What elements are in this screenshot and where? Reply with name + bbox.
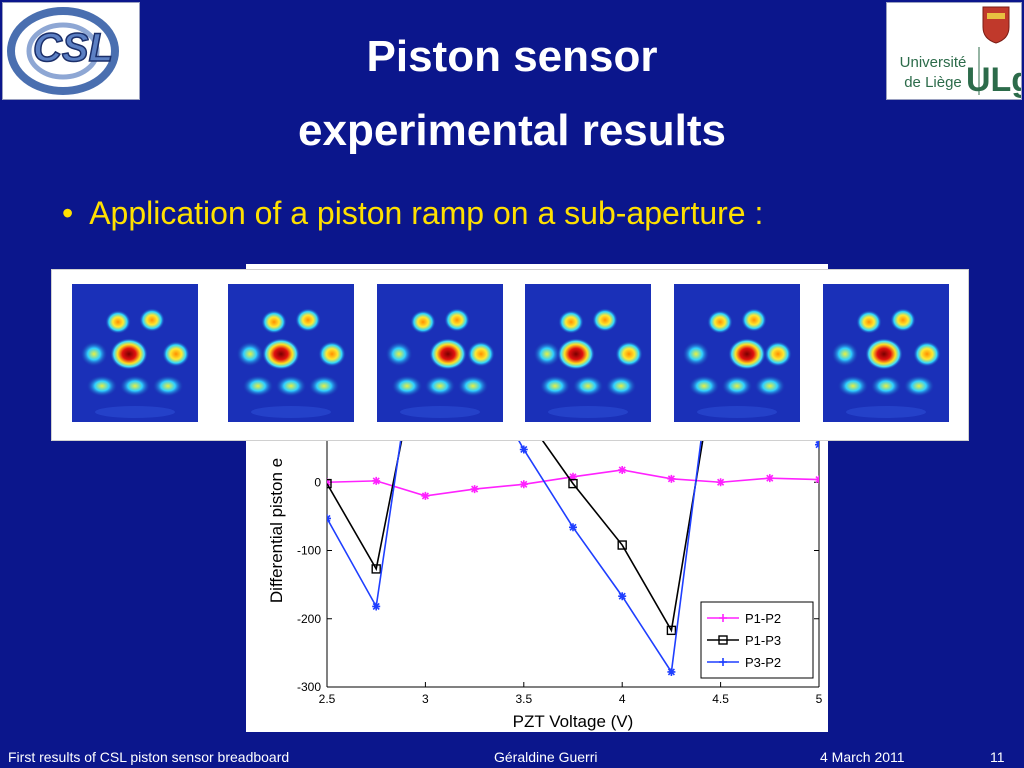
- footer-presentation-title: First results of CSL piston sensor bread…: [8, 749, 290, 765]
- data-point: [716, 478, 725, 487]
- data-point: [667, 667, 676, 676]
- data-point: [568, 478, 578, 489]
- data-point: [815, 475, 819, 484]
- interference-pattern-image: [674, 284, 800, 422]
- data-point: [569, 523, 577, 532]
- psf-pattern: [823, 284, 949, 422]
- bullet-text: Application of a piston ramp on a sub-ap…: [89, 195, 764, 231]
- x-axis-label: PZT Voltage (V): [513, 712, 634, 731]
- slide-title-line1: Piston sensor: [366, 32, 658, 81]
- x-tick-label: 4: [619, 692, 626, 706]
- legend-marker: [719, 614, 727, 622]
- data-point: [372, 602, 381, 611]
- y-tick-label: 0: [314, 475, 321, 489]
- x-tick-label: 5: [816, 692, 823, 706]
- x-tick-label: 3: [422, 692, 429, 706]
- interference-pattern-image: [228, 284, 354, 422]
- psf-pattern: [377, 284, 503, 422]
- x-tick-label: 3.5: [515, 692, 532, 706]
- data-point: [371, 564, 381, 574]
- x-tick-label: 4.5: [712, 692, 729, 706]
- footer-date: 4 March 2011: [820, 749, 905, 765]
- psf-pattern: [674, 284, 800, 422]
- legend-marker: [719, 658, 727, 666]
- y-tick-label: -300: [297, 680, 321, 694]
- data-point: [372, 476, 381, 485]
- data-point: [470, 485, 479, 494]
- data-point: [569, 472, 577, 481]
- interference-pattern-image: [525, 284, 651, 422]
- ulg-logo: Université de Liège ULg: [886, 2, 1024, 100]
- csl-logo: CSL: [2, 2, 140, 100]
- data-point: [765, 474, 774, 483]
- legend-label: P1-P3: [745, 633, 781, 648]
- psf-pattern: [72, 284, 198, 422]
- bullet-dot-icon: •: [62, 195, 74, 231]
- y-axis-label: Differential piston e: [267, 458, 286, 603]
- csl-logo-text: CSL: [33, 26, 113, 70]
- data-point: [421, 491, 430, 500]
- data-point: [666, 625, 677, 636]
- slide-title-line2: experimental results: [298, 106, 726, 155]
- data-point: [519, 480, 528, 489]
- y-tick-label: -200: [297, 612, 321, 626]
- data-point: [618, 592, 627, 601]
- interference-pattern-image: [377, 284, 503, 422]
- data-point: [815, 440, 819, 449]
- ulg-text-line2: de Liège: [904, 74, 962, 91]
- series-p1-p2: [327, 465, 819, 500]
- psf-pattern: [525, 284, 651, 422]
- psf-image-strip: [52, 270, 968, 440]
- legend-label: P1-P2: [745, 611, 781, 626]
- footer-author: Géraldine Guerri: [494, 749, 598, 765]
- footer-page-number: 11: [990, 749, 1005, 765]
- data-point: [519, 445, 528, 454]
- data-point: [618, 465, 627, 474]
- data-point: [617, 540, 627, 550]
- ulg-text-line1: Université: [900, 54, 967, 71]
- psf-pattern: [228, 284, 354, 422]
- x-tick-label: 2.5: [319, 692, 336, 706]
- data-point: [327, 514, 331, 523]
- y-tick-label: -100: [297, 544, 321, 558]
- ulg-mark: ULg: [966, 61, 1021, 99]
- interference-pattern-image: [823, 284, 949, 422]
- interference-pattern-image: [72, 284, 198, 422]
- data-point: [667, 474, 676, 483]
- legend-marker: [718, 635, 728, 645]
- data-point: [327, 478, 332, 489]
- legend-label: P3-P2: [745, 655, 781, 670]
- bullet-item: • Application of a piston ramp on a sub-a…: [62, 194, 763, 232]
